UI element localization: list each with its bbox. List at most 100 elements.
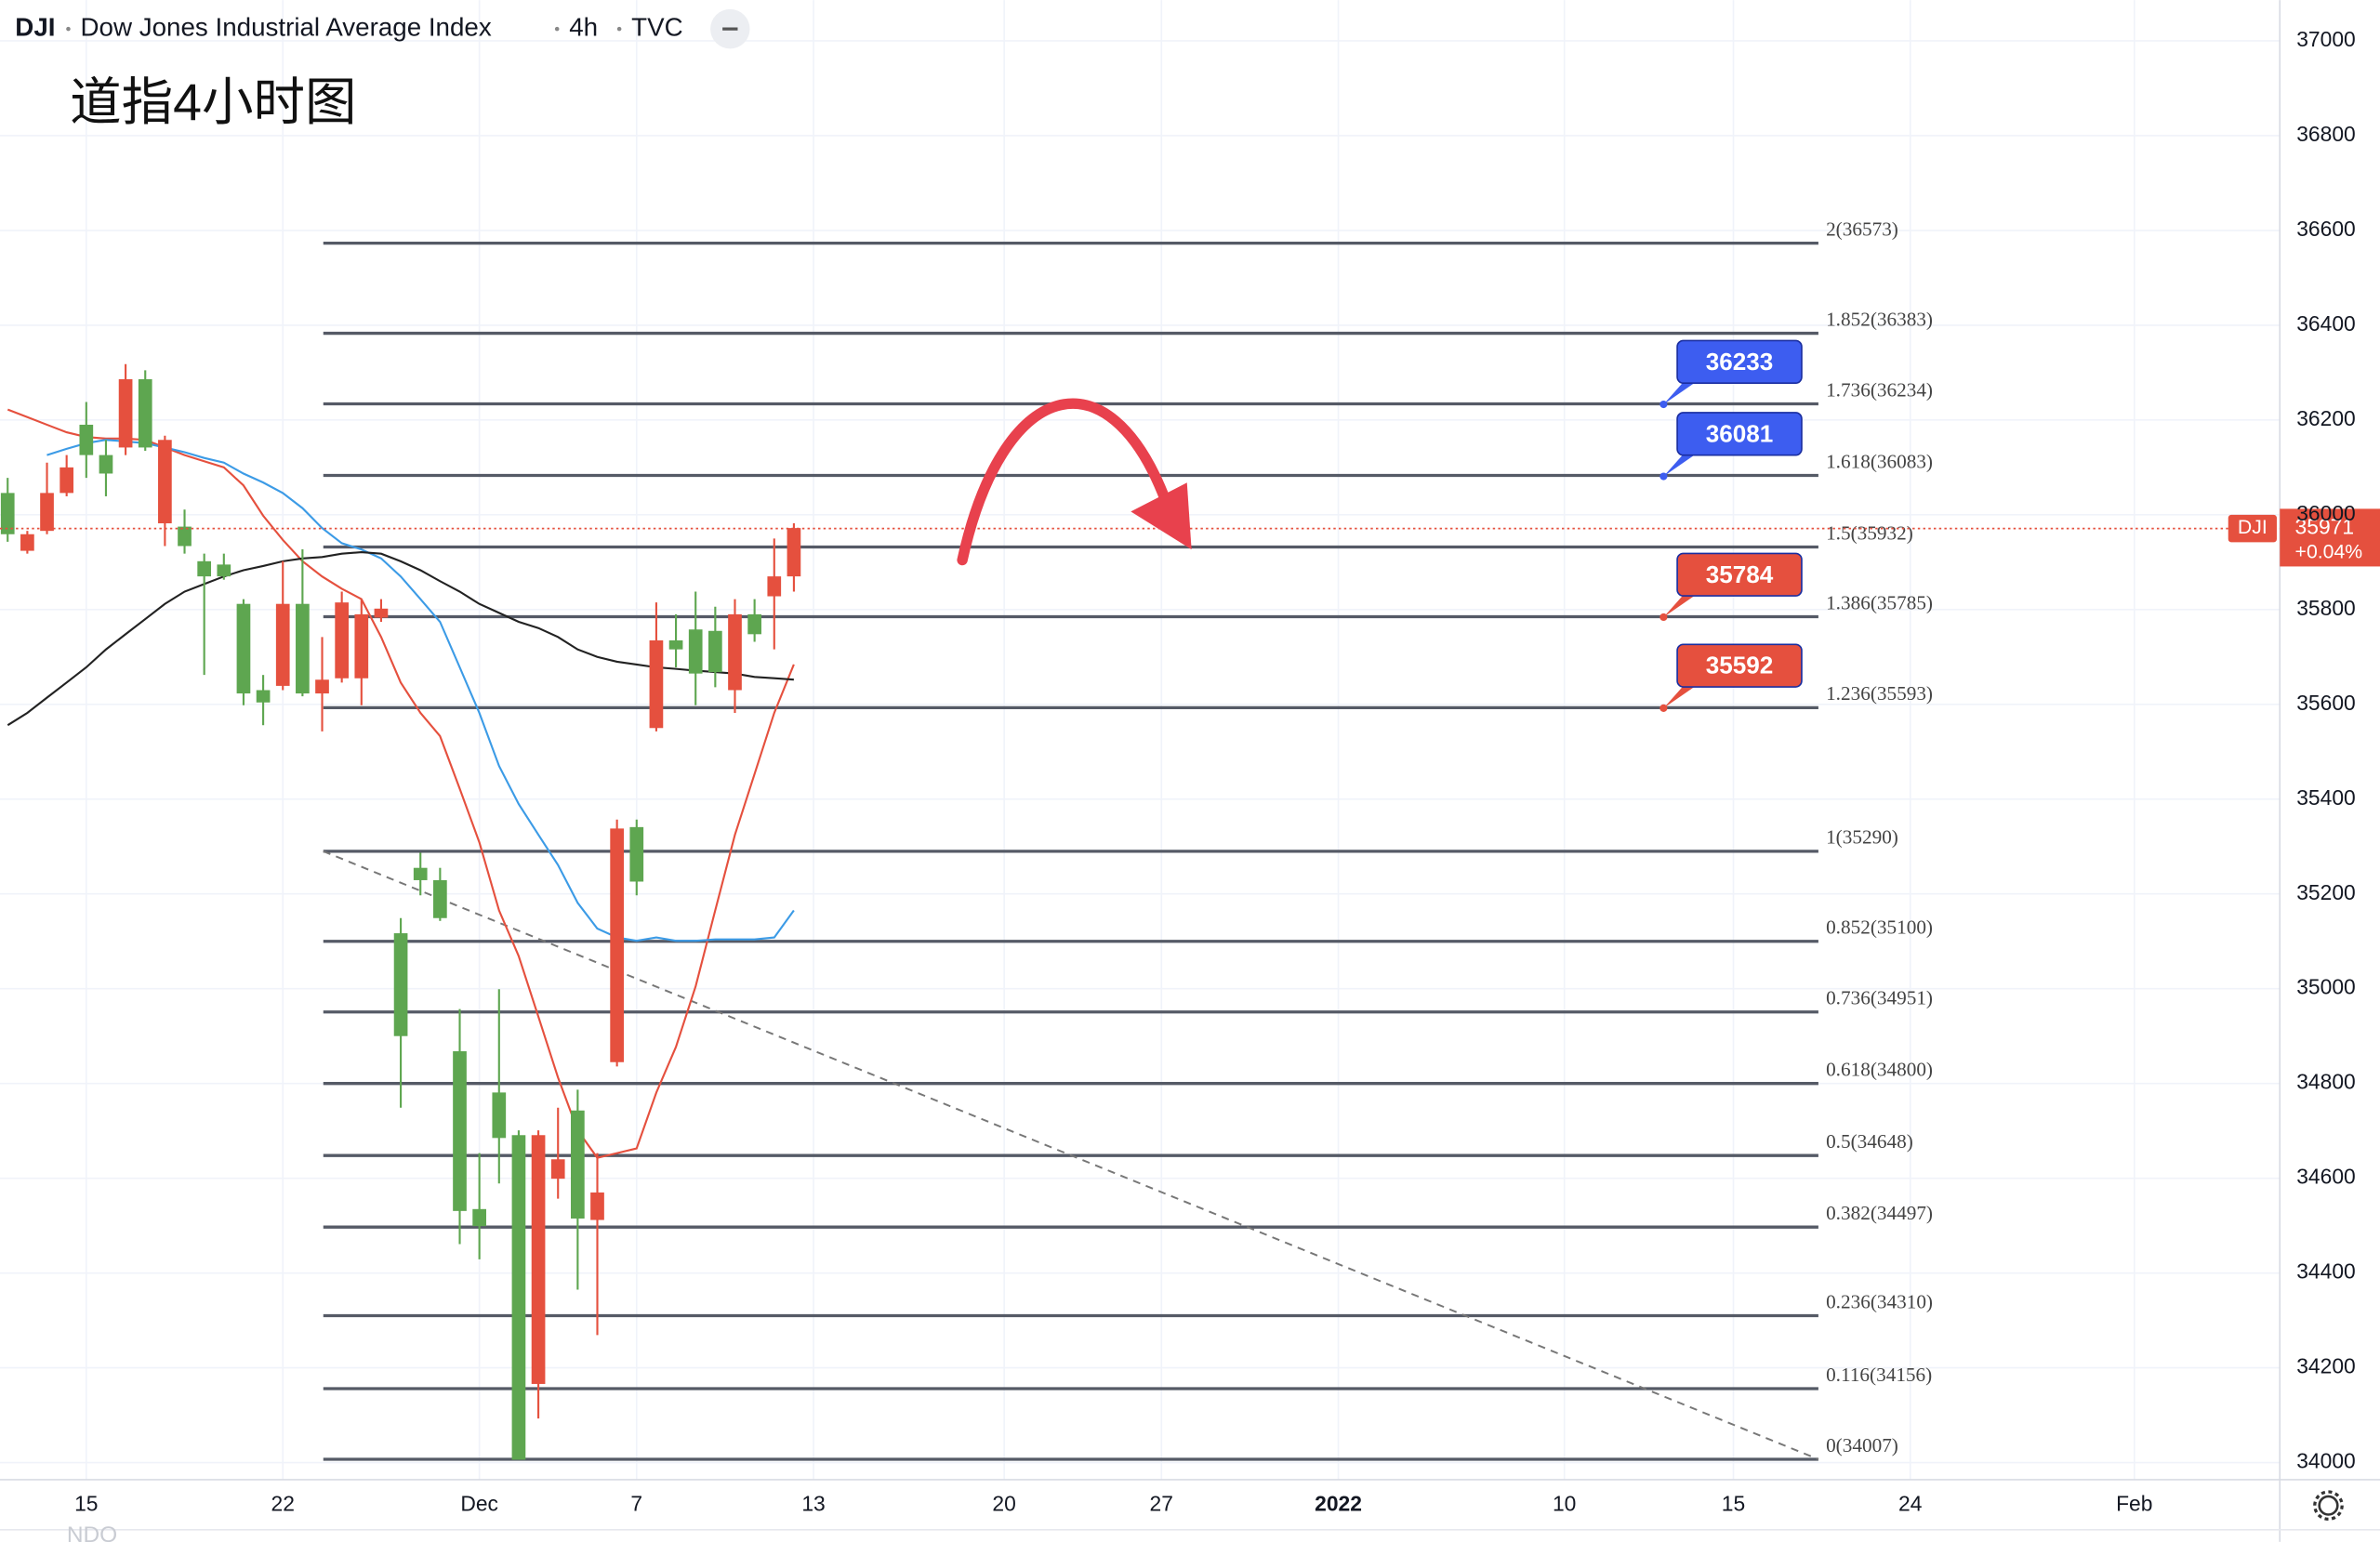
fib-level-label: 0.618(34800)	[1826, 1059, 1933, 1081]
instrument-title: Dow Jones Industrial Average Index	[81, 12, 492, 41]
candle-body	[433, 879, 447, 918]
x-tick-label: Feb	[2116, 1492, 2152, 1516]
candle-body	[0, 493, 15, 534]
candle-body	[728, 613, 742, 691]
callout-label: 36233	[1706, 348, 1774, 376]
y-tick-label: 36800	[2296, 122, 2356, 146]
candle-body	[590, 1192, 604, 1220]
candle-body	[256, 690, 271, 703]
candle-body	[79, 424, 94, 455]
interval: 4h	[569, 12, 598, 41]
candle-body	[747, 613, 761, 635]
y-tick-label: 37000	[2296, 27, 2356, 51]
y-tick-label: 34800	[2296, 1070, 2356, 1094]
x-tick-label: 15	[74, 1492, 98, 1516]
price-tag-symbol-bg	[2228, 514, 2277, 543]
x-tick-label: 2022	[1315, 1492, 1362, 1516]
fib-level-label: 1.618(36083)	[1826, 450, 1933, 472]
fib-level-label: 1.852(36383)	[1826, 308, 1933, 330]
fib-level-label: 1.5(35932)	[1826, 521, 1913, 544]
candle-body	[472, 1208, 486, 1227]
price-tags: 36233 36081 35784 35592 DJI 35971+0.04%	[1659, 339, 2380, 712]
x-tick-label: Dec	[460, 1492, 498, 1516]
y-tick-label: 35800	[2296, 596, 2356, 620]
candle-body	[20, 534, 34, 551]
fib-level-label: 0.852(35100)	[1826, 916, 1933, 939]
candle-body	[550, 1159, 565, 1180]
symbol: DJI	[15, 12, 55, 41]
separator	[554, 26, 560, 32]
fib-level-label: 0.382(34497)	[1826, 1202, 1933, 1224]
grid	[0, 0, 2281, 1480]
candle-body	[571, 1110, 585, 1219]
callout-anchor	[1659, 613, 1668, 622]
y-tick-label: 36600	[2296, 217, 2356, 241]
callout-anchor	[1659, 472, 1668, 481]
gear-teeth[interactable]	[2313, 1490, 2344, 1522]
x-tick-label: 10	[1553, 1492, 1576, 1516]
candle-body	[60, 467, 74, 494]
candle-body	[296, 603, 310, 694]
x-tick-label: 20	[992, 1492, 1015, 1516]
candle-body	[275, 603, 290, 686]
fib-level-label: 0(34007)	[1826, 1434, 1898, 1456]
fib-level-label: 2(36573)	[1826, 217, 1898, 240]
callout-box	[1676, 412, 1803, 456]
candle-body	[787, 528, 801, 577]
x-tick-label: 24	[1898, 1492, 1923, 1516]
fib-level-label: 1.386(35785)	[1826, 591, 1933, 613]
candle-body	[668, 639, 683, 650]
candle-body	[531, 1135, 546, 1384]
arrow-curve	[957, 398, 1171, 566]
callout-label: 36081	[1706, 419, 1774, 447]
separator	[616, 26, 622, 32]
candle-body	[453, 1051, 467, 1211]
candle-body	[354, 613, 369, 679]
candle-body	[610, 828, 624, 1062]
x-tick-label: 27	[1150, 1492, 1173, 1516]
y-tick-label: 35400	[2296, 785, 2356, 810]
y-tick-label: 36200	[2296, 406, 2356, 430]
annotation: 道指4小时图	[70, 73, 356, 131]
trend-line	[323, 850, 1819, 1460]
settings-button[interactable]	[2313, 1490, 2344, 1522]
candle-body	[138, 379, 152, 448]
price-tag-change: +0.04%	[2295, 541, 2363, 562]
candle-body	[178, 526, 192, 547]
fib-level-label: 0.116(34156)	[1826, 1364, 1932, 1386]
fib-level-label: 1(35290)	[1826, 826, 1898, 849]
y-tick-label: 34600	[2296, 1165, 2356, 1189]
fib-level-label: 1.236(35593)	[1826, 682, 1933, 705]
callout-label: 35784	[1706, 560, 1774, 588]
candle-body	[236, 603, 251, 694]
callout-box	[1676, 339, 1803, 384]
x-tick-label: 22	[271, 1492, 295, 1516]
candle-body	[40, 493, 54, 532]
callout-anchor	[1659, 704, 1668, 712]
price-tag-value: 35971	[2295, 515, 2355, 539]
fib-level-label: 1.736(36234)	[1826, 378, 1933, 401]
candle-body	[315, 679, 329, 694]
y-tick-label: 34000	[2296, 1449, 2356, 1473]
price-tag-symbol: DJI	[2238, 517, 2268, 538]
callout-box	[1676, 552, 1803, 597]
collapse-button[interactable]	[710, 8, 750, 49]
y-tick-label: 36000	[2296, 501, 2356, 525]
callout-label: 35592	[1706, 652, 1774, 679]
candle-body	[335, 602, 350, 679]
candle-body	[708, 630, 722, 673]
candle-body	[374, 608, 389, 618]
y-tick-label: 34200	[2296, 1354, 2356, 1378]
gear-ring[interactable]	[2318, 1495, 2339, 1516]
candle-body	[197, 560, 212, 577]
candle-body	[767, 576, 782, 597]
callout-pointer	[1663, 376, 1703, 405]
fib-level-label: 0.736(34951)	[1826, 987, 1933, 1009]
candle-body	[511, 1135, 526, 1460]
fib-level-label: 0.5(34648)	[1826, 1130, 1913, 1153]
candle-body	[629, 826, 644, 882]
x-tick-label: 7	[630, 1492, 642, 1516]
arrow-head	[1130, 482, 1192, 550]
plot: 2(36573) 1.852(36383) 1.736(36234) 1.618(36…	[0, 217, 2281, 1461]
